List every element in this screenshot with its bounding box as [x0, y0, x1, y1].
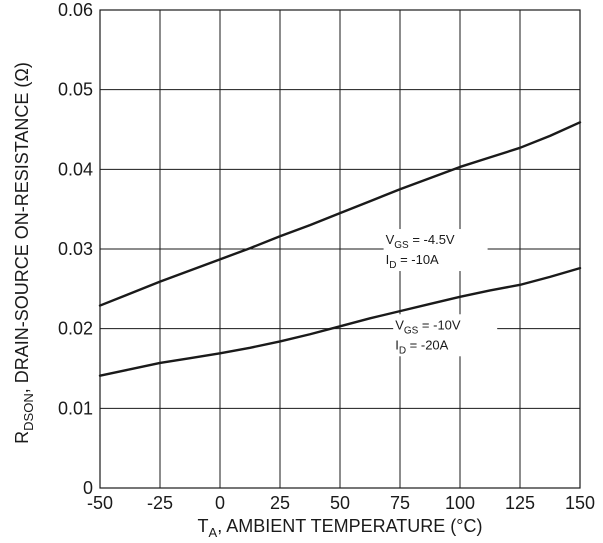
- x-tick-label: 100: [445, 493, 475, 513]
- y-tick-label: 0.01: [58, 398, 93, 418]
- y-axis-label-rest: , DRAIN-SOURCE ON-RESISTANCE (Ω): [12, 62, 32, 393]
- series-line-2: [98, 266, 582, 377]
- x-tick-label: 0: [215, 493, 225, 513]
- x-axis-label-sub: A: [209, 525, 218, 540]
- x-axis-label-main: T: [198, 516, 209, 536]
- x-tick-label: -25: [147, 493, 173, 513]
- annotation-id: ID = -10A: [386, 252, 439, 271]
- y-tick-labels: 0 0.01 0.02 0.03 0.04 0.05 0.06: [58, 0, 93, 498]
- x-axis-label-rest: , AMBIENT TEMPERATURE (°C): [217, 516, 482, 536]
- x-tick-label: 25: [270, 493, 290, 513]
- annotation-vgs: VGS = -4.5V: [386, 232, 455, 251]
- annotation-vgs: VGS = -10V: [395, 317, 461, 336]
- y-axis-label-main: R: [12, 431, 32, 444]
- plot-border: [99, 9, 581, 489]
- y-axis-label-sub: DSON: [21, 393, 36, 431]
- annotation-background: [383, 229, 488, 272]
- series-line-1: [98, 121, 582, 307]
- y-axis-label: RDSON, DRAIN-SOURCE ON-RESISTANCE (Ω): [12, 62, 36, 444]
- x-tick-labels: -50 -25 0 25 50 75 100 125 150: [87, 493, 595, 513]
- x-tick-label: 75: [390, 493, 410, 513]
- x-tick-label: 50: [330, 493, 350, 513]
- annotation-id: ID = -20A: [395, 337, 448, 356]
- y-tick-label: 0.06: [58, 0, 93, 20]
- y-tick-label: 0.02: [58, 319, 93, 339]
- x-tick-label: -50: [87, 493, 113, 513]
- y-tick-label: 0: [83, 478, 93, 498]
- plot-frame: [99, 9, 581, 489]
- series-layer: [98, 121, 582, 377]
- y-tick-label: 0.03: [58, 239, 93, 259]
- y-tick-label: 0.05: [58, 80, 93, 100]
- grid: [99, 9, 581, 489]
- y-tick-label: 0.04: [58, 159, 93, 179]
- x-axis-label: TA, AMBIENT TEMPERATURE (°C): [198, 516, 483, 540]
- x-tick-label: 150: [565, 493, 595, 513]
- annotation-background: [393, 314, 498, 357]
- x-tick-label: 125: [505, 493, 535, 513]
